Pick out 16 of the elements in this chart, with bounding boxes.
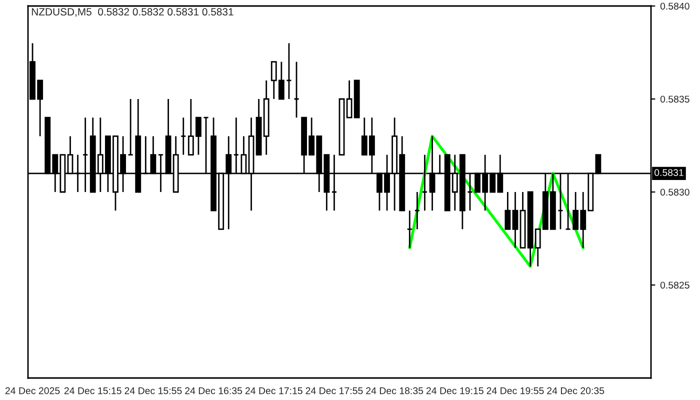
y-tick-label: 0.5830 [660,188,690,196]
x-tick-label: 24 Dec 15:15 [64,387,122,394]
y-tick-label: 0.5835 [660,96,690,103]
x-tick-label: 24 Dec 20:35 [547,387,604,394]
y-tick-label: 0.5840 [660,2,690,10]
y-tick-label: 0.5825 [660,282,690,289]
x-tick-label: 24 Dec 17:55 [306,387,363,394]
x-tick-label: 24 Dec 19:55 [486,387,544,394]
x-tick-label: 24 Dec 2025 [5,387,60,394]
ref-line-label: 0.5831 [654,169,684,176]
x-tick-label: 24 Dec 15:55 [124,387,182,394]
x-tick-label: 24 Dec 19:15 [426,387,484,394]
x-tick-label: 24 Dec 18:35 [366,387,424,394]
x-tick-label: 24 Dec 16:35 [185,387,242,394]
chart-title: NZDUSD,M5 0.5832 0.5832 0.5831 0.5831 [32,8,234,17]
x-tick-label: 24 Dec 17:15 [245,387,302,394]
